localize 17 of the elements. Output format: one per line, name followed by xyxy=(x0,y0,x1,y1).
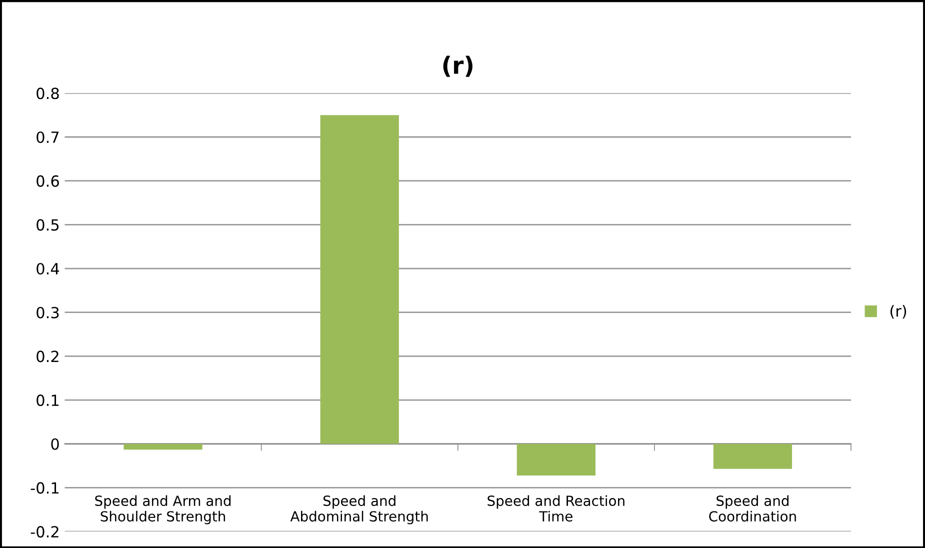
y-tick-label: 0.6 xyxy=(36,175,59,187)
y-tick-label: 0.1 xyxy=(36,394,58,406)
y-tick-label: 0.3 xyxy=(36,306,59,318)
legend-label: (r) xyxy=(890,304,906,319)
y-tick-label: 0 xyxy=(51,438,59,450)
chart-title: (r) xyxy=(443,56,472,77)
y-tick-label: 0.7 xyxy=(36,131,59,144)
y-tick-label: 0.5 xyxy=(36,219,59,231)
y-tick-label: 0.8 xyxy=(36,88,59,100)
x-tick-label: Speed and Abdominal Strength xyxy=(290,495,428,524)
y-tick-label: -0.2 xyxy=(30,526,58,538)
x-tick-label: Speed and Coordination xyxy=(709,495,796,522)
y-tick-label: -0.1 xyxy=(30,482,58,494)
y-tick-label: 0.2 xyxy=(36,350,58,362)
y-tick-label: 0.4 xyxy=(36,262,60,275)
x-tick-label: Speed and Arm and Shoulder Strength xyxy=(95,495,231,524)
x-tick-label: Speed and Reaction Time xyxy=(488,495,624,522)
